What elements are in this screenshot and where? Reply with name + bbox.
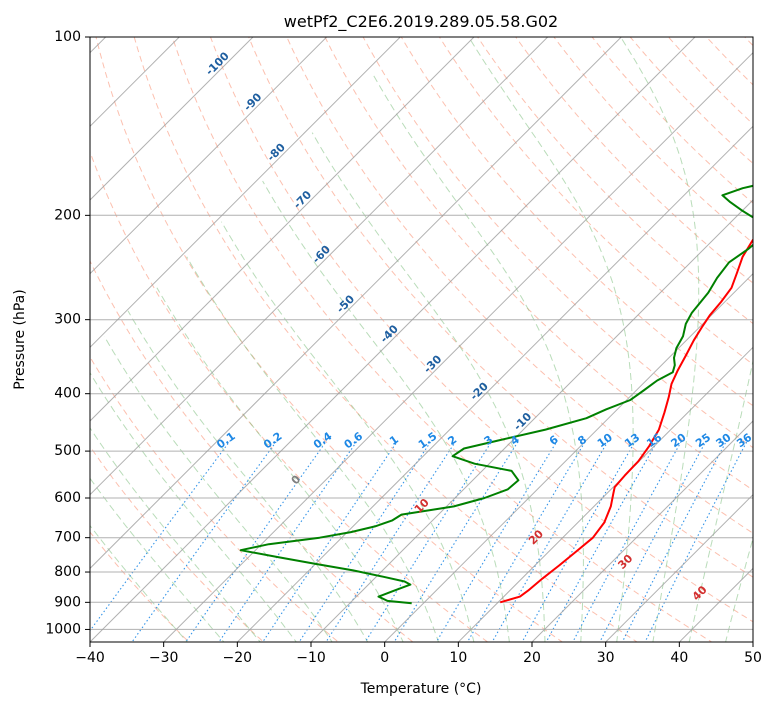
x-tick-label: −20 [223, 650, 253, 666]
y-tick-label: 200 [54, 207, 81, 223]
y-tick-label: 1000 [45, 621, 81, 637]
x-tick-label: 40 [670, 650, 688, 666]
y-tick-label: 400 [54, 386, 81, 402]
y-tick-label: 500 [54, 443, 81, 459]
chart-title: wetPf2_C2E6.2019.289.05.58.G02 [284, 12, 558, 32]
y-tick-label: 800 [54, 564, 81, 580]
x-axis-label: Temperature (°C) [360, 681, 482, 697]
x-tick-label: 10 [449, 650, 467, 666]
x-tick-label: 30 [597, 650, 615, 666]
x-tick-label: 0 [380, 650, 389, 666]
x-tick-label: −10 [296, 650, 326, 666]
x-tick-label: −30 [149, 650, 179, 666]
y-tick-label: 900 [54, 594, 81, 610]
y-tick-label: 100 [54, 29, 81, 45]
y-tick-label: 600 [54, 490, 81, 506]
x-tick-label: −40 [75, 650, 105, 666]
y-tick-label: 700 [54, 530, 81, 546]
y-tick-label: 300 [54, 312, 81, 328]
x-tick-label: 50 [744, 650, 762, 666]
y-axis-label: Pressure (hPa) [12, 289, 28, 389]
x-tick-label: 20 [523, 650, 541, 666]
